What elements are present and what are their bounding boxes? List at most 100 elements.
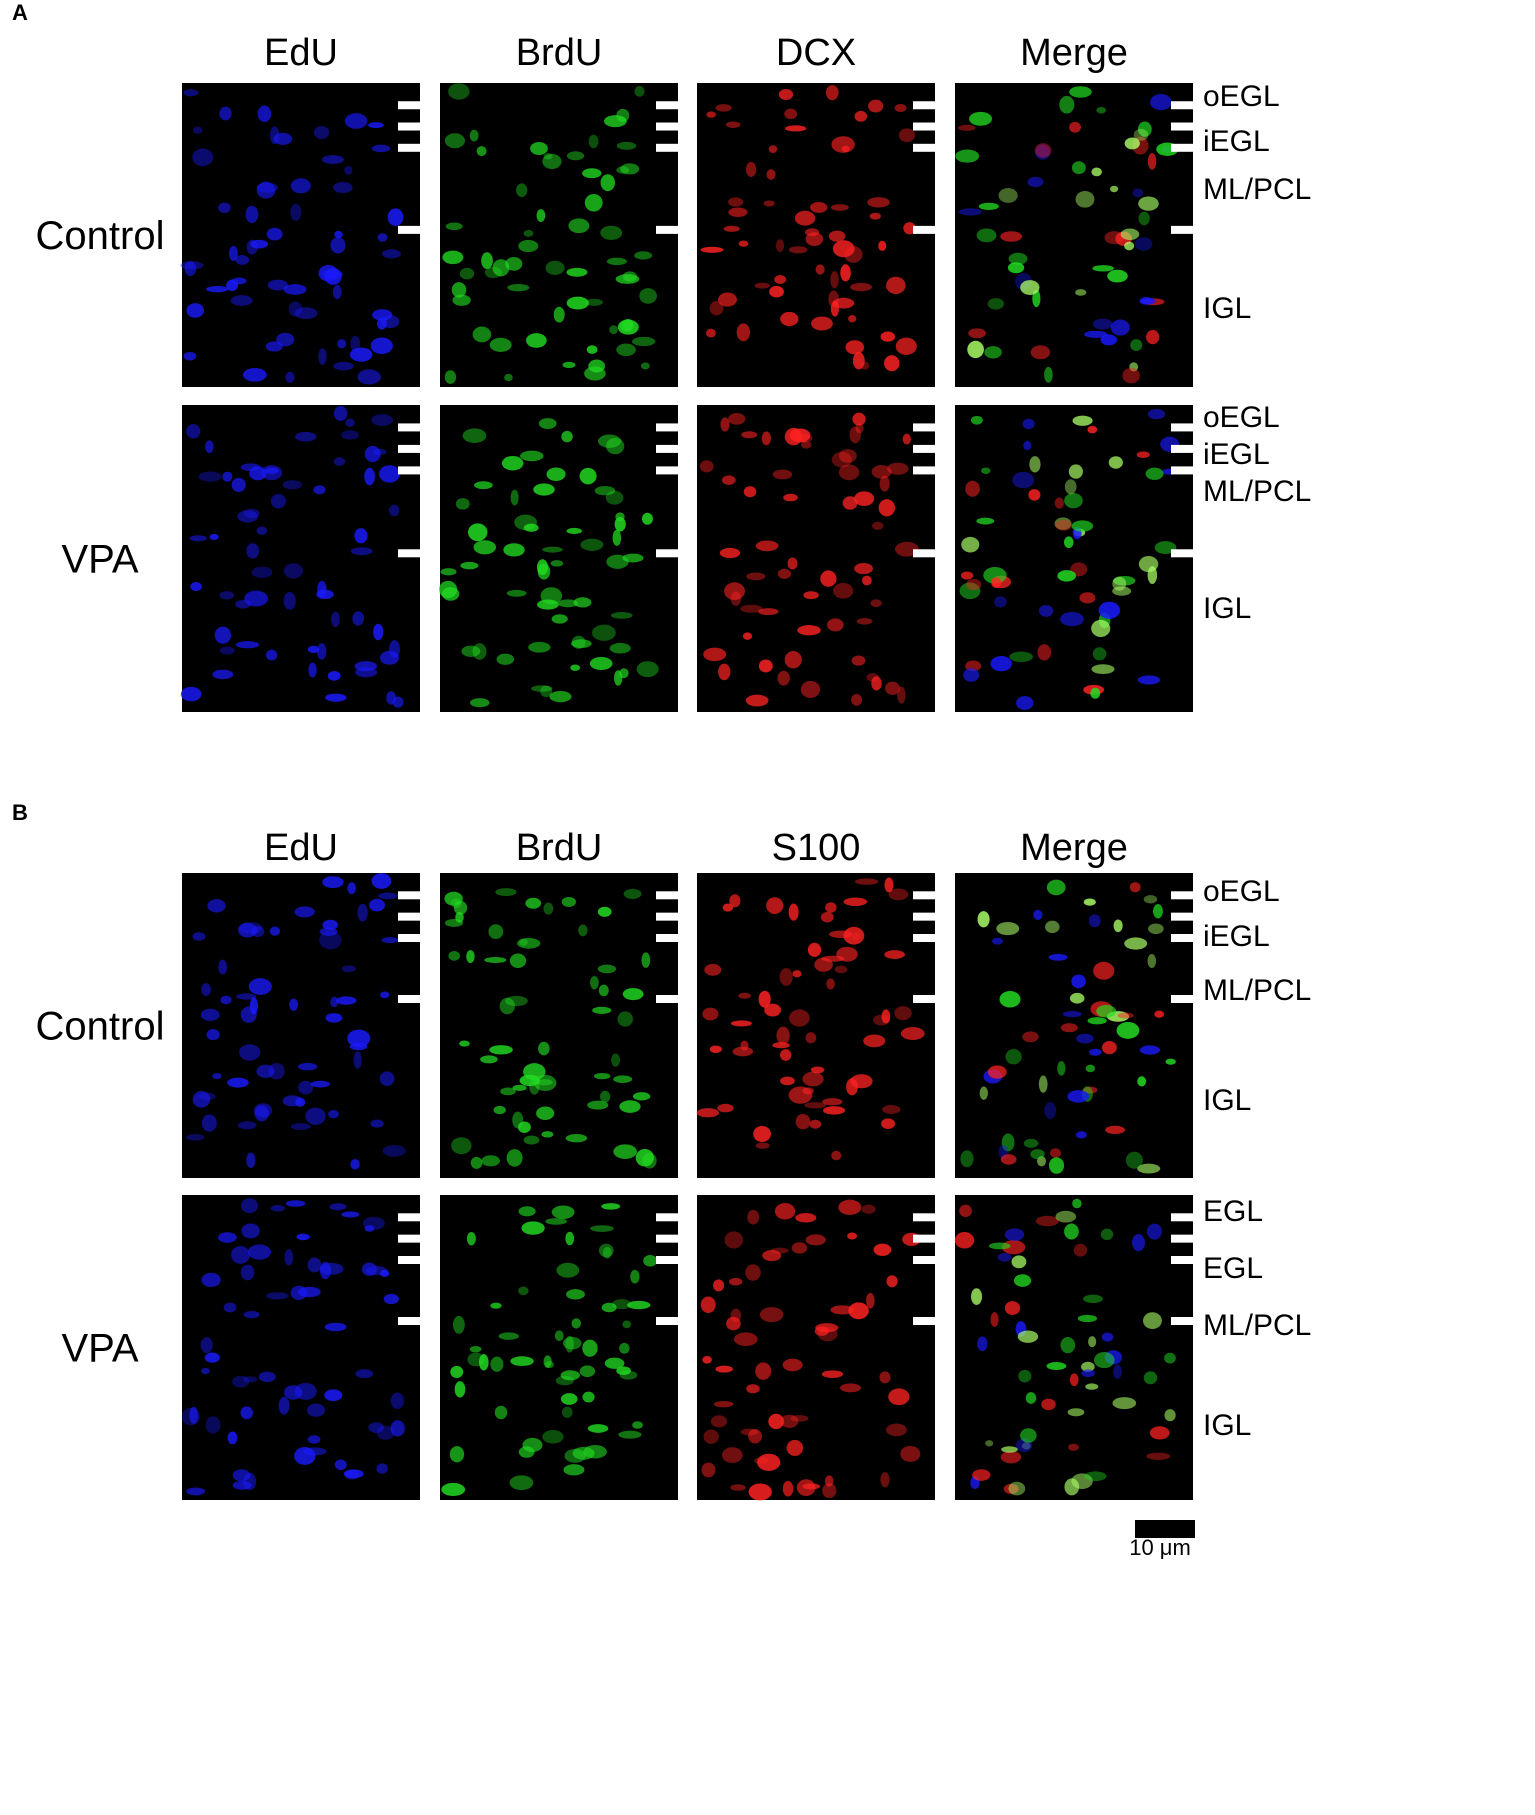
cell [494,1405,508,1420]
column-header: S100 [772,827,861,869]
cell [334,1459,347,1471]
cell [222,471,233,482]
cell [325,1013,343,1023]
cell [386,691,397,705]
cell [718,292,737,307]
cell [1050,1148,1061,1158]
cell [496,653,515,665]
cell [1034,143,1052,158]
cell [619,1100,641,1113]
cell [322,919,339,930]
cell [589,656,613,670]
cell [712,1279,725,1292]
cell [977,1336,988,1352]
cell [815,264,825,275]
cell [880,1472,890,1488]
layer-tick [398,995,420,1003]
cell [276,332,295,347]
cell [1062,1011,1082,1018]
cell [758,608,779,616]
cell [495,888,517,897]
cell [1000,1450,1022,1464]
layer-tick [398,423,420,432]
cell [564,1448,587,1463]
cell [461,645,481,657]
cell [856,617,873,625]
cell [361,1262,377,1276]
cell [721,475,736,485]
cell [484,266,502,279]
cell [755,1362,772,1380]
cell [790,1414,809,1422]
cell [499,997,516,1015]
layer-tick [913,912,935,921]
cell [593,1072,611,1080]
cell [879,475,890,492]
cell [344,165,353,175]
cell [238,922,263,934]
cell [1088,1336,1097,1348]
cell [840,1383,861,1393]
cell [732,1046,753,1057]
cell [634,251,653,260]
cell [529,1078,540,1095]
cell [594,485,616,496]
cell [451,1137,472,1155]
cell [958,208,982,216]
cell [370,1119,384,1128]
cell [270,1205,286,1212]
cell [1008,1481,1026,1496]
layer-label: ML/PCL [1203,173,1311,206]
cell [854,491,875,507]
cell [620,163,640,175]
cell [331,611,340,628]
cell [388,504,400,517]
cell [231,477,246,492]
cell [545,260,565,275]
cell [579,1365,596,1378]
cell [212,1072,222,1080]
cell [1120,228,1140,240]
cell [347,1029,371,1048]
cell [319,931,342,950]
layer-tick [1171,1213,1193,1222]
cell [380,991,390,999]
cell [239,1044,261,1061]
cell [1057,1061,1066,1076]
cell [1064,1478,1080,1496]
cell [990,656,1012,672]
cell [587,1424,609,1433]
cell [728,413,746,425]
cell [240,1264,255,1281]
row-label: VPA [61,538,138,582]
cell [772,469,793,480]
cell [223,1302,237,1313]
cell [810,1066,825,1074]
cell [601,1302,617,1313]
cell [296,1233,310,1241]
cell [728,1277,743,1286]
column-header: BrdU [516,32,603,74]
cell [492,259,510,277]
cell [333,405,348,421]
cell [598,984,609,997]
cell [1129,362,1139,372]
layer-tick [1171,995,1193,1003]
cell [327,670,341,681]
micrograph [955,405,1193,712]
cell [480,1055,498,1064]
cell [868,99,884,113]
cell [846,1078,858,1096]
layer-tick [656,1256,678,1264]
cell [1037,1156,1047,1167]
cell [518,1446,535,1458]
cell [538,1041,550,1056]
cell [248,978,272,995]
cell [843,897,868,907]
cell [337,339,347,349]
cell [325,693,347,702]
layer-tick [398,101,420,110]
cell [1132,1233,1145,1252]
cell [212,669,234,680]
cell [198,1092,216,1101]
